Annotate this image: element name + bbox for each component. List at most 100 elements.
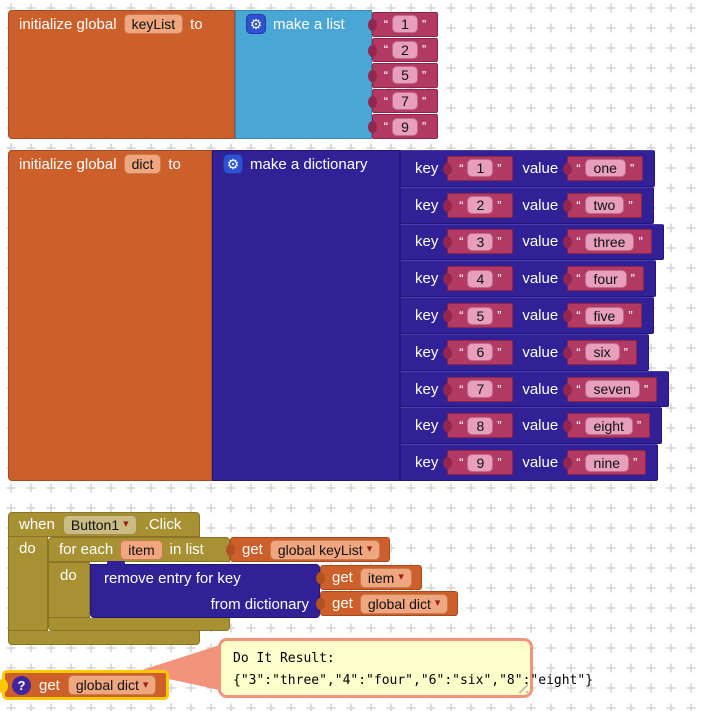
- for-each-block[interactable]: for each item in list: [48, 537, 230, 562]
- value-text-block[interactable]: “five”: [563, 303, 642, 329]
- variable-name-field[interactable]: dict: [123, 154, 162, 174]
- text-field[interactable]: 6: [467, 343, 494, 362]
- quote-close: ”: [421, 93, 427, 109]
- key-text-block[interactable]: “7”: [443, 376, 514, 402]
- when-button1-click-block[interactable]: when Button1 ▾ .Click: [8, 512, 200, 537]
- key-text-block[interactable]: “2”: [443, 192, 514, 218]
- text-field[interactable]: five: [584, 306, 625, 325]
- pair-row[interactable]: key “6” value “six”: [400, 333, 650, 371]
- text-field[interactable]: 1: [467, 159, 494, 178]
- text-field[interactable]: six: [584, 343, 620, 362]
- loop-variable-field[interactable]: item: [120, 539, 163, 560]
- init-global-dict-block[interactable]: initialize global dict to: [8, 150, 212, 481]
- quote-open: “: [576, 197, 581, 213]
- do-it-result-bubble[interactable]: Do It Result: {"3":"three","4":"four","6…: [218, 638, 593, 698]
- quote-close: ”: [497, 308, 502, 324]
- key-text-block[interactable]: “3”: [443, 229, 514, 255]
- pair-row[interactable]: key “8” value “eight”: [400, 407, 663, 445]
- init-global-keylist-block[interactable]: initialize global keyList to: [8, 10, 235, 139]
- text-block[interactable]: “ 2 ”: [368, 37, 438, 63]
- pair-row[interactable]: key “5” value “five”: [400, 297, 654, 334]
- text-field[interactable]: 5: [467, 306, 494, 325]
- key-text-block[interactable]: “1”: [443, 155, 514, 181]
- text-block[interactable]: “ 9 ”: [368, 114, 438, 139]
- remove-entry-block[interactable]: remove entry for key from dictionary get…: [90, 561, 459, 618]
- variable-dropdown[interactable]: global dict ▾: [359, 593, 449, 614]
- value-label: value: [522, 343, 559, 361]
- text-field[interactable]: eight: [584, 416, 633, 435]
- text-field[interactable]: 9: [392, 117, 418, 136]
- quote-close: ”: [497, 344, 502, 360]
- dictionary-pairs: key “1” value “one” key “2” value “two” …: [400, 150, 670, 482]
- make-a-dictionary-block[interactable]: ⚙ make a dictionary: [212, 150, 400, 481]
- variable-dropdown[interactable]: global dict ▾: [67, 675, 157, 695]
- text-field[interactable]: three: [584, 232, 635, 251]
- when-label: when: [19, 516, 55, 533]
- key-text-block[interactable]: “6”: [443, 339, 514, 365]
- quote-open: “: [576, 344, 581, 360]
- text-block[interactable]: “ 5 ”: [368, 63, 438, 88]
- value-text-block[interactable]: “eight”: [563, 413, 651, 439]
- key-text-block[interactable]: “4”: [443, 266, 514, 292]
- key-text-block[interactable]: “5”: [443, 303, 514, 329]
- value-text-block[interactable]: “one”: [563, 155, 644, 181]
- value-text-block[interactable]: “six”: [563, 339, 638, 365]
- variable-dropdown[interactable]: item ▾: [359, 567, 412, 588]
- text-field[interactable]: 8: [467, 416, 494, 435]
- text-field[interactable]: 2: [392, 40, 418, 59]
- pair-row[interactable]: key “2” value “two”: [400, 186, 654, 224]
- quote-open: “: [576, 455, 581, 471]
- get-global-dict-block[interactable]: get global dict ▾: [315, 591, 459, 616]
- value-text-block[interactable]: “nine”: [563, 450, 647, 476]
- text-field[interactable]: four: [584, 269, 627, 288]
- keylist-block-group[interactable]: initialize global keyList to ⚙ make a li…: [8, 10, 438, 139]
- value-label: value: [522, 307, 559, 325]
- get-global-dict-selected-block[interactable]: ? get global dict ▾: [0, 670, 170, 700]
- text-block[interactable]: “ 7 ”: [368, 88, 438, 114]
- mutator-gear-icon[interactable]: ⚙: [246, 14, 266, 34]
- quote-open: “: [576, 234, 581, 250]
- get-global-keylist-block[interactable]: get global keyList ▾: [225, 537, 391, 562]
- text-field[interactable]: 1: [392, 15, 418, 34]
- text-field[interactable]: 7: [392, 92, 418, 111]
- text-field[interactable]: nine: [584, 453, 630, 472]
- key-text-block[interactable]: “9”: [443, 450, 514, 476]
- variable-dropdown[interactable]: global keyList ▾: [269, 539, 381, 560]
- init-prefix-label: initialize global: [19, 155, 117, 173]
- pair-row[interactable]: key “1” value “one”: [400, 150, 656, 187]
- quote-open: “: [459, 418, 464, 434]
- text-block[interactable]: “ 1 ”: [368, 12, 438, 37]
- text-field[interactable]: one: [584, 159, 626, 178]
- component-dropdown[interactable]: Button1 ▾: [62, 514, 137, 535]
- text-field[interactable]: 2: [467, 196, 494, 215]
- variable-name-field[interactable]: keyList: [123, 14, 184, 34]
- pair-row[interactable]: key “4” value “four”: [400, 260, 657, 298]
- value-text-block[interactable]: “three”: [563, 229, 652, 255]
- text-field[interactable]: 7: [467, 380, 494, 399]
- pair-row[interactable]: key “9” value “nine”: [400, 444, 659, 482]
- make-a-list-block[interactable]: ⚙ make a list: [235, 10, 372, 139]
- quote-close: ”: [497, 418, 502, 434]
- pair-row[interactable]: key “3” value “three”: [400, 223, 664, 261]
- get-item-block[interactable]: get item ▾: [316, 565, 422, 590]
- key-text-block[interactable]: “8”: [443, 413, 514, 439]
- quote-open: “: [459, 308, 464, 324]
- text-field[interactable]: 4: [467, 269, 494, 288]
- dict-block-group[interactable]: initialize global dict to ⚙ make a dicti…: [8, 150, 670, 482]
- when-click-block-group[interactable]: when Button1 ▾ .Click do for each item in…: [8, 512, 459, 645]
- chevron-down-icon: ▾: [434, 597, 441, 609]
- text-field[interactable]: 9: [467, 453, 494, 472]
- get-label: get: [39, 676, 60, 694]
- value-text-block[interactable]: “two”: [563, 192, 642, 218]
- text-field[interactable]: 3: [467, 232, 494, 251]
- text-field[interactable]: two: [584, 196, 625, 215]
- value-text-block[interactable]: “four”: [563, 266, 645, 292]
- make-a-dictionary-label: make a dictionary: [250, 155, 368, 173]
- help-icon[interactable]: ?: [12, 675, 31, 695]
- text-field[interactable]: seven: [584, 380, 640, 399]
- text-field[interactable]: 5: [392, 66, 418, 85]
- mutator-gear-icon[interactable]: ⚙: [223, 154, 243, 174]
- pair-row[interactable]: key “7” value “seven”: [400, 370, 670, 408]
- value-text-block[interactable]: “seven”: [563, 376, 658, 402]
